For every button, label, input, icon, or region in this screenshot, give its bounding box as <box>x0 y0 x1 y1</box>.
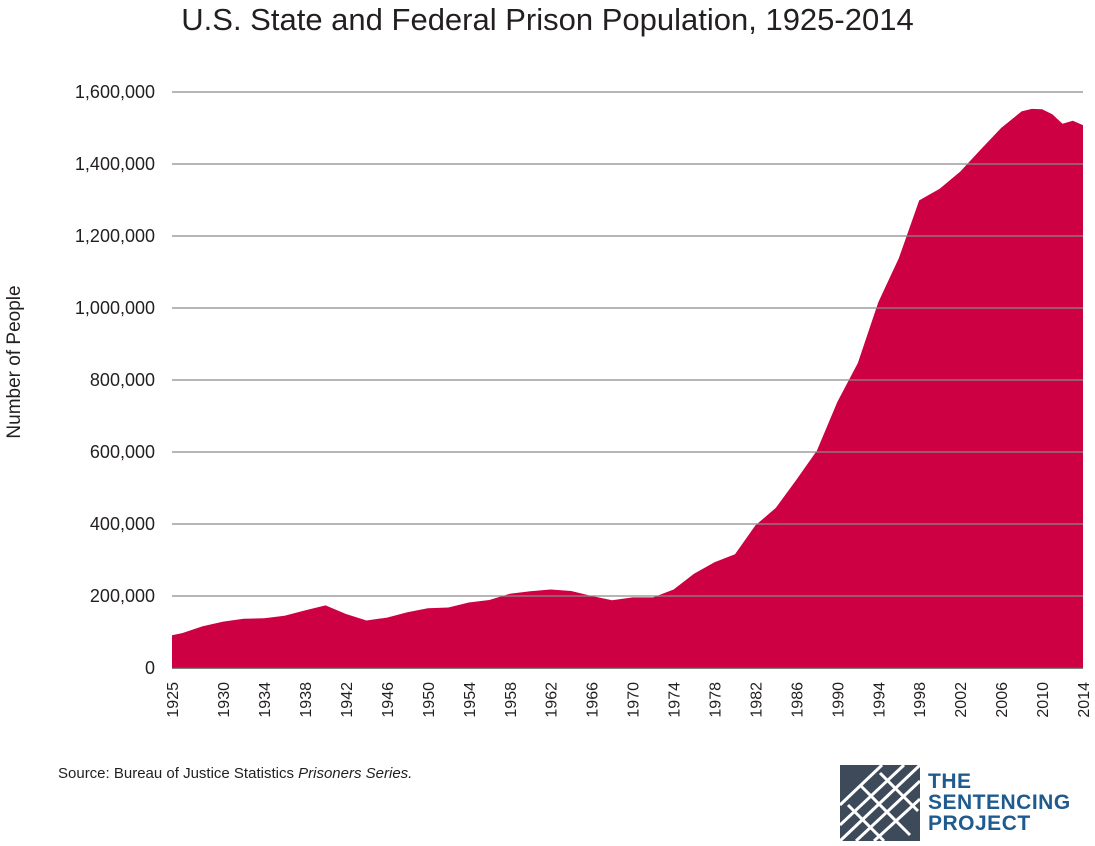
y-tick-label: 400,000 <box>90 514 155 534</box>
prison-population-chart: 0 200,000 400,000 600,000 800,000 1,000,000 1,… <box>4 82 1093 718</box>
x-axis-ticks: 1925 1930 1934 1938 1942 1946 1950 1954 1958 1962… <box>165 682 1093 718</box>
x-tick-label: 1998 <box>912 682 929 718</box>
x-tick-label: 2006 <box>994 682 1011 718</box>
logo-line-3: PROJECT <box>928 812 1031 835</box>
x-tick-label: 1978 <box>708 682 725 718</box>
y-tick-label: 1,600,000 <box>75 82 155 102</box>
gridlines <box>172 91 1083 669</box>
x-tick-label: 2002 <box>953 682 970 718</box>
source-text: Source: Bureau of Justice Statistics <box>58 765 299 782</box>
y-tick-label: 1,200,000 <box>75 226 155 246</box>
x-tick-label: 1974 <box>667 682 684 718</box>
y-tick-label: 0 <box>145 658 155 678</box>
chart-title: U.S. State and Federal Prison Population… <box>181 2 914 37</box>
x-tick-label: 1942 <box>339 682 356 718</box>
x-tick-label: 1962 <box>544 682 561 718</box>
x-tick-label: 1958 <box>503 682 520 718</box>
x-tick-label: 1986 <box>789 682 806 718</box>
y-tick-label: 1,000,000 <box>75 298 155 318</box>
x-tick-label: 1934 <box>257 682 274 718</box>
y-axis-ticks: 0 200,000 400,000 600,000 800,000 1,000,000 1,… <box>75 82 155 678</box>
x-tick-label: 1925 <box>165 682 182 718</box>
x-tick-label: 1954 <box>462 682 479 718</box>
y-tick-label: 200,000 <box>90 586 155 606</box>
logo-line-1: THE <box>928 770 972 793</box>
x-tick-label: 1966 <box>585 682 602 718</box>
x-tick-label: 1994 <box>871 682 888 718</box>
x-tick-label: 1950 <box>421 682 438 718</box>
y-tick-label: 1,400,000 <box>75 154 155 174</box>
y-tick-label: 600,000 <box>90 442 155 462</box>
x-tick-label: 1938 <box>298 682 315 718</box>
x-tick-label: 2014 <box>1076 682 1093 718</box>
x-tick-label: 1946 <box>380 682 397 718</box>
x-tick-label: 1990 <box>830 682 847 718</box>
source-series-title: Prisoners Series. <box>298 765 413 782</box>
population-area <box>172 108 1083 668</box>
logo-mark-icon <box>838 763 922 843</box>
x-tick-label: 2010 <box>1035 682 1052 718</box>
y-tick-label: 800,000 <box>90 370 155 390</box>
logo-wordmark: THE SENTENCING PROJECT <box>928 771 1071 834</box>
x-tick-label: 1930 <box>216 682 233 718</box>
y-axis-label: Number of People <box>4 285 25 438</box>
sentencing-project-logo: THE SENTENCING PROJECT <box>838 763 1080 843</box>
x-tick-label: 1970 <box>626 682 643 718</box>
source-note: Source: Bureau of Justice Statistics Pri… <box>58 765 412 782</box>
logo-line-2: SENTENCING <box>928 791 1071 814</box>
x-tick-label: 1982 <box>748 682 765 718</box>
